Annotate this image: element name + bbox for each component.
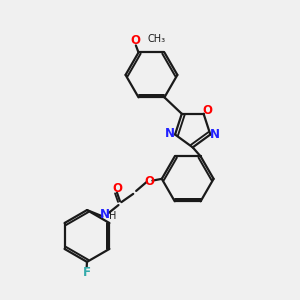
Text: N: N [165, 128, 175, 140]
Text: O: O [130, 34, 140, 46]
Text: H: H [109, 211, 116, 221]
Text: N: N [100, 208, 110, 221]
Text: N: N [210, 128, 220, 141]
Text: CH₃: CH₃ [147, 34, 166, 44]
Text: F: F [82, 266, 90, 279]
Text: O: O [112, 182, 122, 195]
Text: O: O [144, 175, 154, 188]
Text: O: O [203, 104, 213, 117]
